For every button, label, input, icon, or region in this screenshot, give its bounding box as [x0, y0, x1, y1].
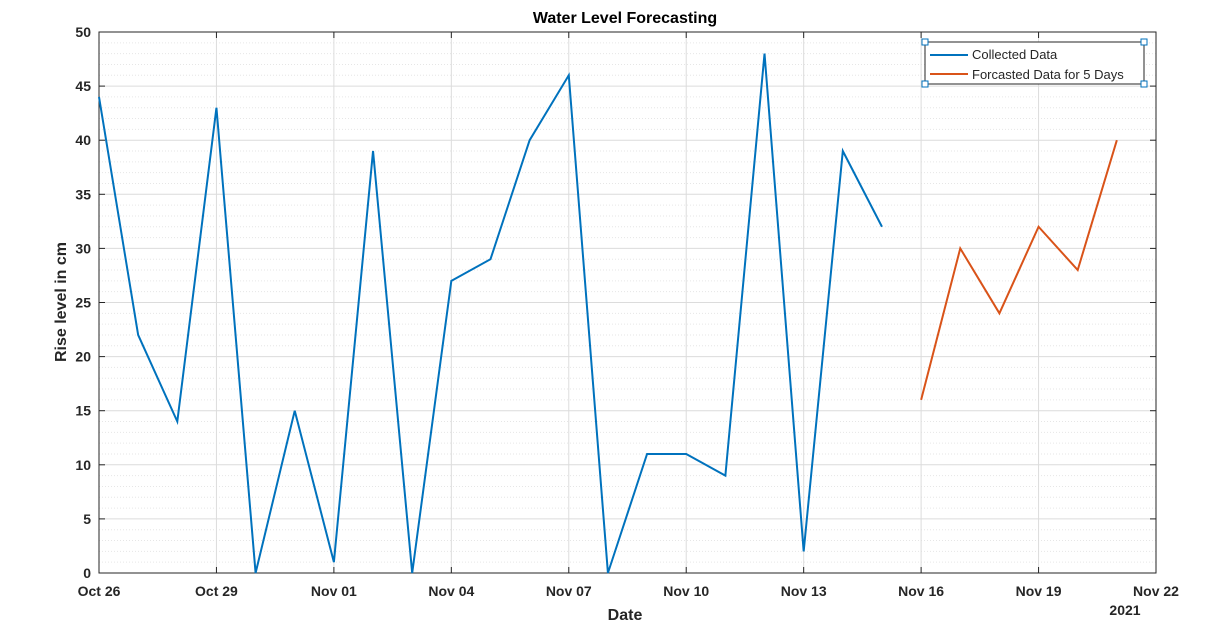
y-tick-label: 50 [75, 24, 91, 40]
minor-grid [99, 42, 1156, 563]
x-tick-label: Oct 26 [78, 583, 121, 599]
x-tick-label: Nov 04 [428, 583, 474, 599]
legend-handle[interactable] [921, 80, 929, 88]
y-tick-label: 40 [75, 132, 91, 148]
x-tick-label: Nov 10 [663, 583, 709, 599]
y-tick-label: 10 [75, 457, 91, 473]
x-tick-label: Nov 22 [1133, 583, 1179, 599]
x-tick-label: Oct 29 [195, 583, 238, 599]
legend-handle[interactable] [1140, 38, 1148, 46]
y-tick-label: 30 [75, 240, 91, 256]
x-tick-label: Nov 01 [311, 583, 357, 599]
major-grid [99, 32, 1156, 573]
x-axis-label: Date [608, 607, 643, 624]
ticks [98, 31, 1157, 574]
legend[interactable]: Collected Data Forcasted Data for 5 Days [921, 38, 1148, 88]
legend-handle[interactable] [921, 38, 929, 46]
y-tick-label: 0 [83, 565, 91, 581]
series-line-forecast [920, 139, 1118, 401]
series-line-collected [98, 53, 883, 574]
y-axis-label: Rise level in cm [53, 242, 70, 362]
x-tick-label: Nov 19 [1016, 583, 1062, 599]
y-tick-label: 15 [75, 403, 91, 419]
y-tick-label: 20 [75, 349, 91, 365]
legend-label-forecast: Forcasted Data for 5 Days [972, 67, 1124, 82]
legend-handle[interactable] [1140, 80, 1148, 88]
y-tick-label: 35 [75, 186, 91, 202]
tick-labels: 0 5 10 15 20 25 30 35 40 45 50 Oct 26 Oct 29 Nov 01 No… [75, 24, 1179, 599]
y-tick-label: 5 [83, 511, 91, 527]
series-layer [98, 53, 1118, 574]
legend-box [924, 41, 1145, 85]
x-tick-label: Nov 13 [781, 583, 827, 599]
y-tick-label: 25 [75, 295, 91, 311]
y-tick-label: 45 [75, 78, 91, 94]
x-tick-label: Nov 16 [898, 583, 944, 599]
year-label: 2021 [1109, 602, 1140, 618]
chart-title: Water Level Forecasting [533, 10, 717, 27]
x-tick-label: Nov 07 [546, 583, 592, 599]
legend-label-collected: Collected Data [972, 47, 1058, 62]
